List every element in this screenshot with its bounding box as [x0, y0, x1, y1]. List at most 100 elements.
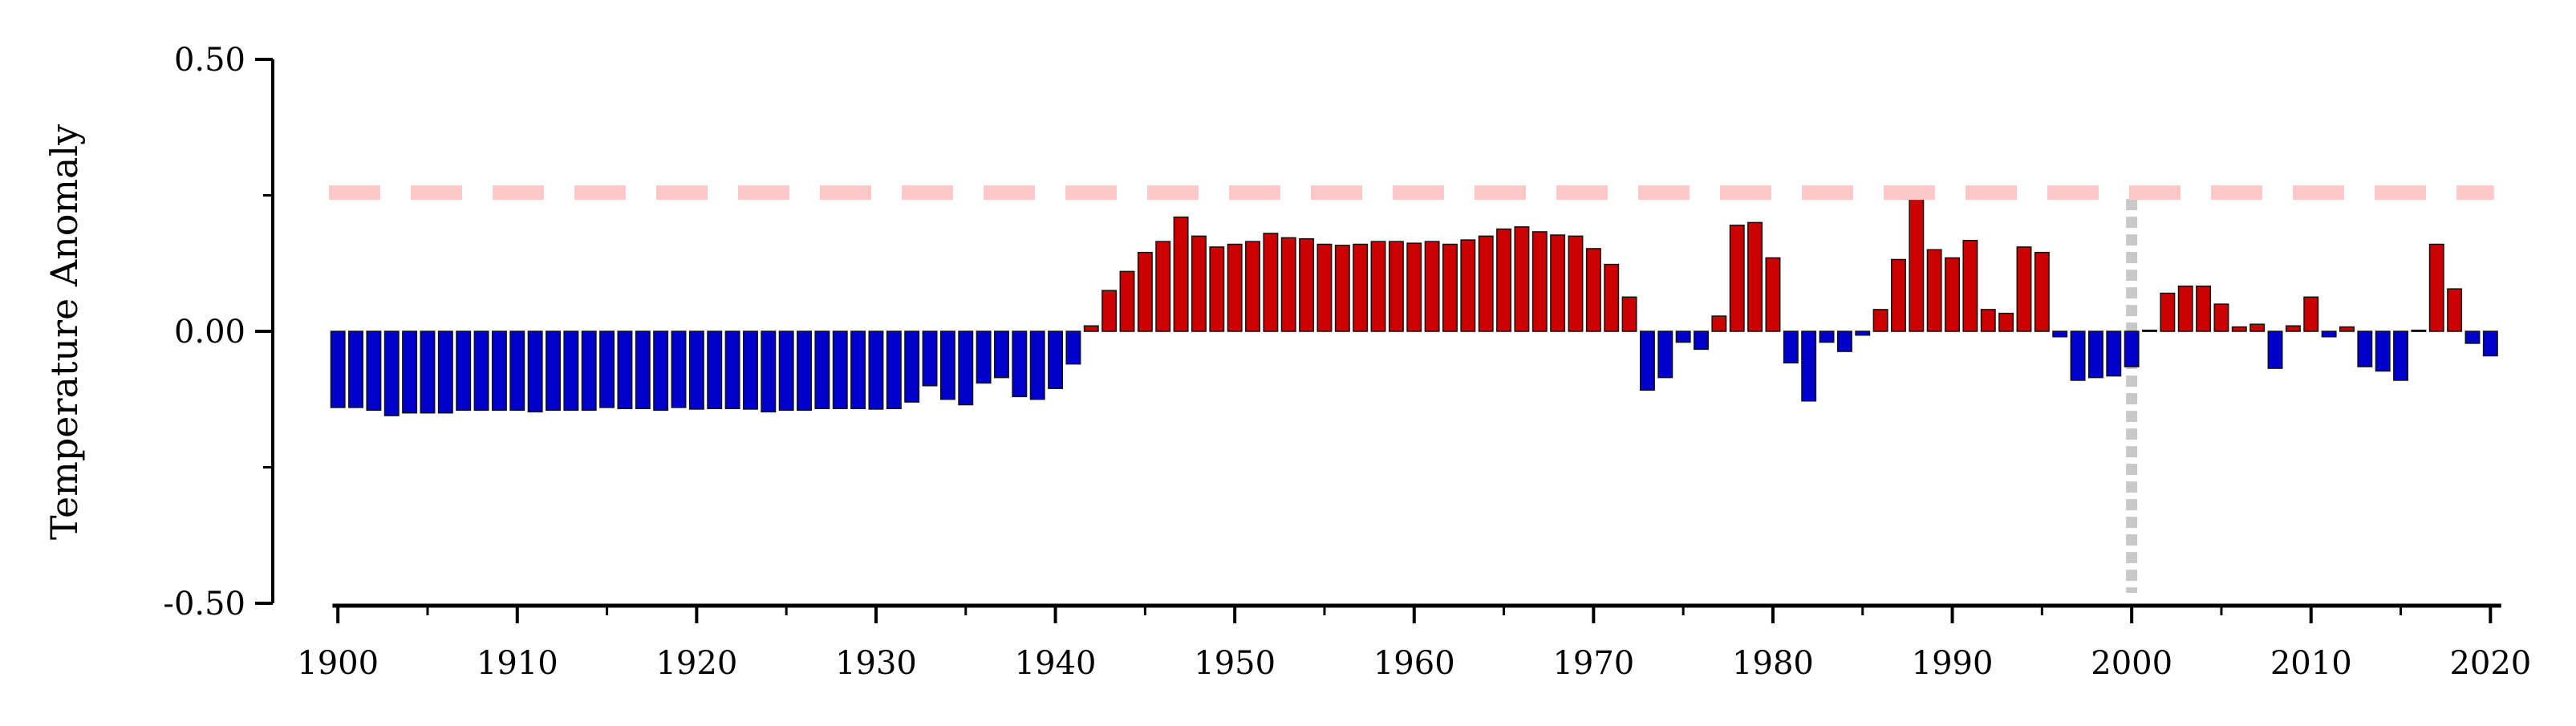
bar-2002 [2160, 292, 2176, 332]
x-tick-label-1950: 1950 [1194, 645, 1276, 682]
bar-1974 [1657, 331, 1673, 379]
bar-1940 [1048, 331, 1064, 389]
bar-2012 [2339, 326, 2355, 332]
bar-1945 [1137, 251, 1153, 332]
bar-1976 [1694, 331, 1709, 351]
bar-1964 [1478, 235, 1494, 332]
bar-1929 [850, 331, 866, 410]
bar-2014 [2375, 331, 2391, 372]
x-tick-label-1990: 1990 [1912, 645, 1994, 682]
bar-1985 [1855, 331, 1871, 336]
bar-1981 [1783, 331, 1799, 364]
bar-1953 [1280, 237, 1296, 332]
bar-1952 [1263, 233, 1279, 332]
bar-1901 [348, 331, 364, 408]
bar-1900 [330, 331, 346, 408]
bar-2015 [2393, 331, 2409, 381]
bar-1979 [1747, 221, 1763, 332]
bar-1904 [402, 331, 418, 414]
bar-1931 [886, 331, 902, 410]
bar-1966 [1514, 226, 1530, 332]
bar-1959 [1388, 241, 1404, 332]
bar-1975 [1675, 331, 1691, 343]
bar-1923 [742, 331, 758, 410]
x-tick-label-1960: 1960 [1373, 645, 1455, 682]
bar-1947 [1173, 216, 1189, 332]
bar-1995 [2034, 251, 2050, 332]
bar-1925 [778, 331, 794, 412]
bar-1958 [1370, 241, 1386, 332]
bar-2003 [2177, 285, 2193, 332]
bar-1907 [456, 331, 472, 412]
bar-1918 [653, 331, 669, 412]
bar-1955 [1316, 243, 1333, 332]
y-tick-label-2: 0.50 [174, 42, 245, 79]
x-tick-label-2010: 2010 [2270, 645, 2352, 682]
bar-1930 [868, 331, 884, 410]
bar-1922 [724, 331, 740, 410]
bar-1919 [671, 331, 687, 408]
bar-1927 [814, 331, 830, 410]
bar-1924 [761, 331, 777, 413]
y-axis-label: Temperature Anomaly [43, 124, 86, 540]
bar-1916 [617, 331, 633, 410]
x-tick-label-1920: 1920 [655, 645, 737, 682]
bar-1977 [1711, 315, 1727, 332]
bar-1944 [1119, 270, 1135, 332]
bar-1912 [546, 331, 561, 412]
bar-2006 [2231, 326, 2247, 332]
bar-1950 [1227, 243, 1243, 332]
bar-1903 [383, 331, 400, 416]
bar-1993 [1998, 312, 2014, 332]
bar-2019 [2464, 331, 2481, 344]
bar-1990 [1945, 257, 1961, 332]
bar-1980 [1765, 257, 1781, 332]
bar-2020 [2482, 331, 2498, 357]
bar-1989 [1926, 249, 1942, 332]
bar-1963 [1460, 239, 1476, 332]
bar-1936 [976, 331, 992, 384]
bar-1949 [1209, 246, 1225, 332]
bar-1987 [1891, 258, 1906, 332]
bar-1961 [1424, 241, 1440, 332]
bars-layer [330, 190, 2498, 416]
bar-1983 [1819, 331, 1835, 343]
bar-2010 [2303, 296, 2319, 332]
x-tick-label-1980: 1980 [1732, 645, 1814, 682]
bar-1954 [1299, 237, 1315, 332]
bar-1999 [2106, 331, 2122, 377]
y-tick-label-0: -0.50 [163, 586, 245, 623]
bar-1973 [1639, 331, 1655, 391]
bar-1920 [688, 331, 704, 410]
x-tick-label-1940: 1940 [1015, 645, 1097, 682]
bar-1932 [904, 331, 920, 403]
bar-2017 [2428, 243, 2444, 332]
bar-1905 [420, 331, 436, 414]
x-tick-label-1910: 1910 [477, 645, 558, 682]
bar-2009 [2285, 325, 2301, 332]
bar-1968 [1550, 234, 1566, 332]
bar-1972 [1621, 296, 1637, 332]
bar-1928 [832, 331, 848, 410]
bar-1962 [1442, 243, 1458, 332]
tick-labels-layer: -0.50 0.00 0.50 1900 1910 1920 1930 1940 1950 196… [163, 42, 2531, 682]
bar-1946 [1155, 241, 1171, 332]
bar-1948 [1191, 235, 1207, 332]
bar-1941 [1065, 331, 1081, 365]
bar-1998 [2087, 331, 2103, 379]
bar-1965 [1496, 228, 1512, 332]
bar-2001 [2142, 329, 2157, 332]
bar-1978 [1729, 225, 1745, 332]
bar-1939 [1029, 331, 1045, 400]
bar-1971 [1604, 263, 1620, 332]
bar-2004 [2196, 285, 2212, 332]
bar-1913 [563, 331, 579, 412]
bar-2011 [2321, 331, 2337, 338]
bar-1909 [491, 331, 507, 412]
bar-1969 [1568, 235, 1584, 332]
bar-1960 [1406, 242, 1422, 332]
x-tick-label-2000: 2000 [2091, 645, 2172, 682]
bar-2018 [2447, 288, 2463, 332]
